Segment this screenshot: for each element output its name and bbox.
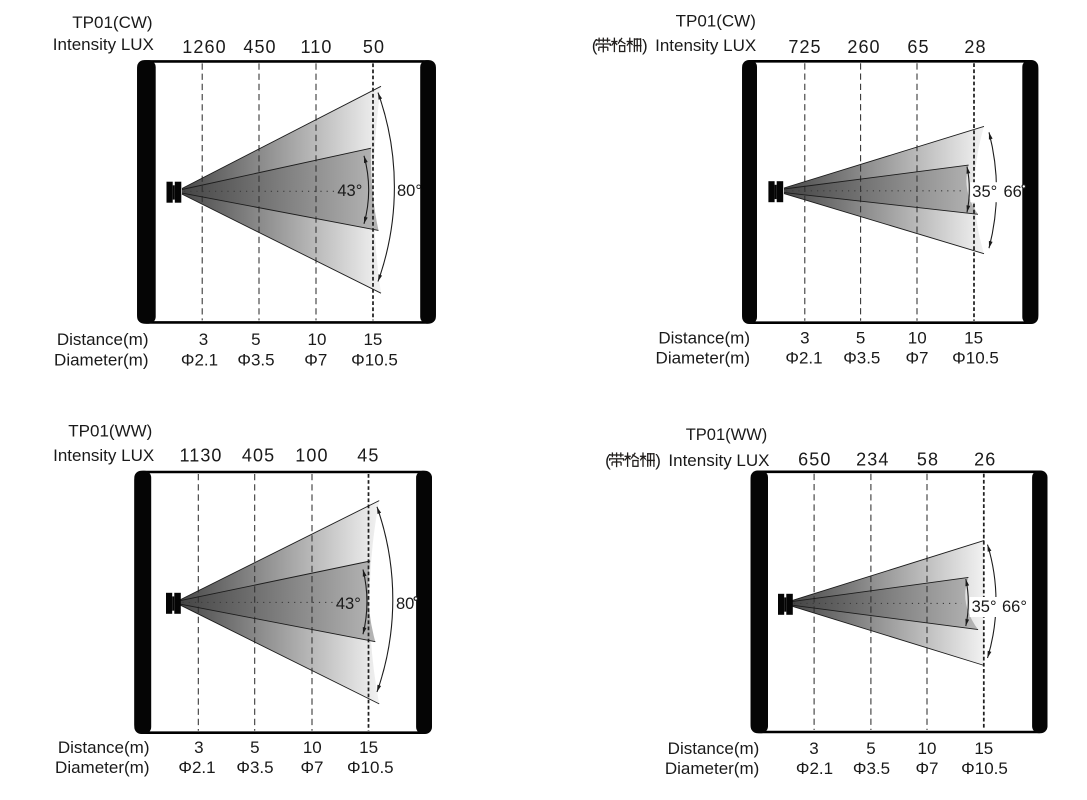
svg-text:66°: 66° xyxy=(1002,598,1027,616)
svg-text:Φ10.5: Φ10.5 xyxy=(347,758,394,777)
svg-text:3: 3 xyxy=(809,739,818,758)
svg-text:10: 10 xyxy=(308,330,327,349)
svg-text:15: 15 xyxy=(359,738,378,757)
svg-text:TP01(CW): TP01(CW) xyxy=(676,12,756,31)
svg-text:650: 650 xyxy=(798,450,831,470)
svg-text:Distance(m): Distance(m) xyxy=(658,329,750,348)
svg-text:50: 50 xyxy=(363,37,385,57)
svg-text:Φ7: Φ7 xyxy=(304,350,327,369)
svg-text:80°: 80° xyxy=(397,182,422,200)
svg-text:260: 260 xyxy=(847,37,880,57)
svg-text:Φ3.5: Φ3.5 xyxy=(853,759,890,778)
svg-text:Intensity LUX: Intensity LUX xyxy=(668,451,769,470)
svg-text:TP01(WW): TP01(WW) xyxy=(686,426,768,444)
svg-text:Φ7: Φ7 xyxy=(915,759,938,778)
svg-text:Φ3.5: Φ3.5 xyxy=(237,350,274,369)
svg-text:65: 65 xyxy=(907,37,929,57)
svg-text:Φ10.5: Φ10.5 xyxy=(952,349,999,368)
svg-text:5: 5 xyxy=(856,329,865,348)
svg-text:10: 10 xyxy=(918,739,937,758)
svg-text:Φ7: Φ7 xyxy=(300,758,323,777)
svg-text:26: 26 xyxy=(974,450,996,470)
svg-text:405: 405 xyxy=(242,446,275,466)
svg-text:15: 15 xyxy=(964,329,983,348)
svg-text:43°: 43° xyxy=(337,182,362,200)
svg-text:Distance(m): Distance(m) xyxy=(57,330,149,349)
svg-text:5: 5 xyxy=(251,330,260,349)
svg-text:Diameter(m): Diameter(m) xyxy=(54,350,148,369)
svg-text:Φ10.5: Φ10.5 xyxy=(961,759,1008,778)
svg-text:Intensity LUX: Intensity LUX xyxy=(53,35,154,54)
svg-text:Diameter(m): Diameter(m) xyxy=(656,349,750,368)
svg-text:Φ7: Φ7 xyxy=(905,349,928,368)
svg-text:Φ3.5: Φ3.5 xyxy=(236,758,273,777)
svg-text:28: 28 xyxy=(964,37,986,57)
svg-text:Distance(m): Distance(m) xyxy=(58,738,150,757)
svg-text:(: ( xyxy=(592,36,598,55)
svg-text:Intensity LUX: Intensity LUX xyxy=(53,446,154,465)
svg-text:Φ2.1: Φ2.1 xyxy=(796,759,833,778)
svg-text:1130: 1130 xyxy=(179,446,222,466)
svg-text:10: 10 xyxy=(303,738,322,757)
svg-text:10: 10 xyxy=(908,329,927,348)
svg-text:Diameter(m): Diameter(m) xyxy=(55,758,149,777)
svg-text:Φ2.1: Φ2.1 xyxy=(178,758,215,777)
svg-text:15: 15 xyxy=(363,330,382,349)
svg-text:): ) xyxy=(642,36,648,55)
svg-text:43°: 43° xyxy=(336,595,361,613)
svg-text:234: 234 xyxy=(856,450,889,470)
svg-text:): ) xyxy=(655,451,661,470)
svg-text:Φ2.1: Φ2.1 xyxy=(181,350,218,369)
svg-text:Intensity LUX: Intensity LUX xyxy=(655,36,756,55)
svg-text:35°: 35° xyxy=(972,183,997,201)
svg-text:Φ10.5: Φ10.5 xyxy=(351,350,398,369)
svg-text:35°: 35° xyxy=(972,598,997,616)
svg-text:Diameter(m): Diameter(m) xyxy=(665,759,759,778)
svg-text:450: 450 xyxy=(243,37,276,57)
svg-text:1260: 1260 xyxy=(182,37,226,57)
svg-text:Distance(m): Distance(m) xyxy=(668,739,760,758)
svg-text:3: 3 xyxy=(199,330,208,349)
svg-text:3: 3 xyxy=(800,329,809,348)
svg-text:Φ3.5: Φ3.5 xyxy=(843,349,880,368)
svg-text:5: 5 xyxy=(250,738,259,757)
svg-text:58: 58 xyxy=(917,450,939,470)
svg-text:66: 66 xyxy=(1004,183,1022,201)
svg-text:15: 15 xyxy=(974,739,993,758)
svg-text:(: ( xyxy=(605,451,611,470)
svg-text:TP01(CW): TP01(CW) xyxy=(72,13,152,32)
svg-text:TP01(WW): TP01(WW) xyxy=(68,422,152,441)
svg-text:80: 80 xyxy=(396,595,414,613)
svg-text:45: 45 xyxy=(357,446,379,466)
svg-text:110: 110 xyxy=(301,37,333,57)
svg-text:100: 100 xyxy=(295,446,328,466)
svg-text:3: 3 xyxy=(194,738,203,757)
svg-text:5: 5 xyxy=(866,739,875,758)
svg-text:725: 725 xyxy=(788,37,821,57)
svg-text:Φ2.1: Φ2.1 xyxy=(785,349,822,368)
